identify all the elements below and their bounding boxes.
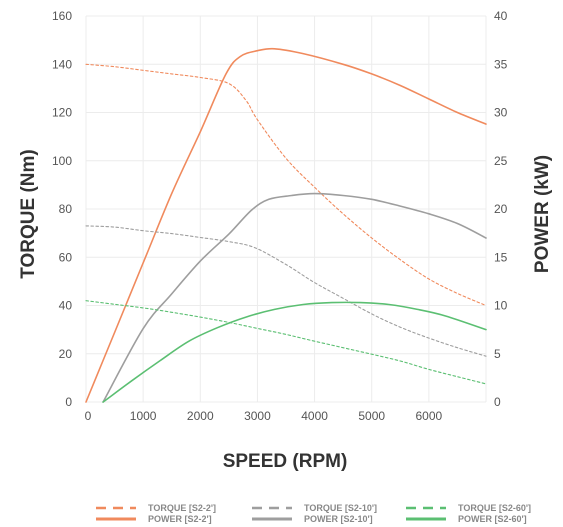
- x-tick-label: 3000: [244, 409, 271, 423]
- x-tick-label: 1000: [130, 409, 157, 423]
- y-left-tick-label: 80: [59, 202, 73, 216]
- y-right-tick-label: 5: [494, 347, 501, 361]
- legend-label-power-s2-2: POWER [S2-2']: [148, 514, 212, 524]
- series-line-torque-s2-10: [85, 225, 487, 357]
- legend-entry-s2-60: TORQUE [S2-60'] POWER [S2-60']: [406, 503, 531, 524]
- legend-label-torque-s2-60: TORQUE [S2-60']: [458, 503, 531, 513]
- y-left-tick-label: 100: [52, 154, 72, 168]
- legend-entry-s2-10: TORQUE [S2-10'] POWER [S2-10']: [252, 503, 377, 524]
- y-right-tick-label: 40: [494, 9, 508, 23]
- y-left-tick-label: 160: [52, 9, 72, 23]
- y-left-tick-label: 20: [59, 347, 73, 361]
- chart-legend: TORQUE [S2-2'] POWER [S2-2'] TORQUE [S2-…: [96, 503, 531, 524]
- chart-series: [85, 47, 487, 403]
- legend-label-power-s2-10: POWER [S2-10']: [304, 514, 373, 524]
- x-tick-label: 6000: [416, 409, 443, 423]
- y-left-tick-label: 0: [65, 395, 72, 409]
- y-left-tick-label: 60: [59, 250, 73, 264]
- y-right-tick-label: 10: [494, 299, 508, 313]
- x-tick-label: 4000: [301, 409, 328, 423]
- x-tick-label: 0: [85, 409, 92, 423]
- series-line-power-s2-60: [102, 301, 487, 403]
- x-tick-label: 2000: [187, 409, 214, 423]
- y-right-tick-label: 15: [494, 250, 508, 264]
- y-right-tick-label: 25: [494, 154, 508, 168]
- y-left-axis-title: TORQUE (Nm): [18, 149, 39, 278]
- y-right-tick-label: 30: [494, 106, 508, 120]
- y-right-tick-label: 20: [494, 202, 508, 216]
- y-right-tick-label: 35: [494, 57, 508, 71]
- chart-ticks: 0 20 40 60 80 100 120 140 160 0 5 10 15 20 25 30 35 40 0 10…: [52, 9, 508, 423]
- x-tick-label: 5000: [358, 409, 385, 423]
- series-line-power-s2-10: [102, 192, 487, 403]
- legend-label-torque-s2-10: TORQUE [S2-10']: [304, 503, 377, 513]
- y-left-tick-label: 140: [52, 57, 72, 71]
- chart-grid: [85, 15, 487, 403]
- series-line-power-s2-2: [85, 47, 487, 403]
- legend-entry-s2-2: TORQUE [S2-2'] POWER [S2-2']: [96, 503, 216, 524]
- y-right-axis-title: POWER (kW): [532, 155, 553, 273]
- series-line-torque-s2-60: [85, 300, 487, 385]
- y-left-tick-label: 120: [52, 106, 72, 120]
- y-right-tick-label: 0: [494, 395, 501, 409]
- legend-label-torque-s2-2: TORQUE [S2-2']: [148, 503, 216, 513]
- series-line-torque-s2-2: [85, 63, 487, 307]
- legend-label-power-s2-60: POWER [S2-60']: [458, 514, 527, 524]
- y-left-tick-label: 40: [59, 299, 73, 313]
- x-axis-title: SPEED (RPM): [223, 451, 348, 472]
